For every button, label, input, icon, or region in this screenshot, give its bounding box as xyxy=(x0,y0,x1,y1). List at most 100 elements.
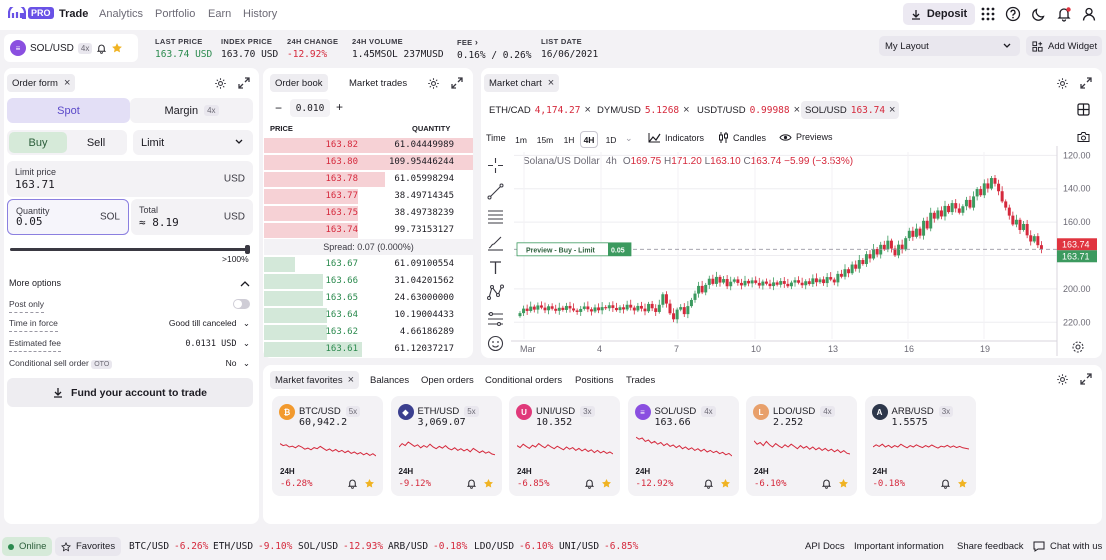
share-feedback-link[interactable]: Share feedback xyxy=(957,541,1024,552)
order-book-bid-row[interactable]: 163.65 24.63000000 xyxy=(264,290,473,306)
chart-pair-tab-usdt-usd[interactable]: USDT/USD 0.99988 × xyxy=(693,101,804,119)
market-card[interactable]: L LDO/USD 4x 2.252 24H -6.10% xyxy=(746,396,857,496)
expand-icon[interactable] xyxy=(1080,373,1092,385)
status-ticker[interactable]: BTC/USD -6.26% xyxy=(129,541,208,552)
nav-link-history[interactable]: History xyxy=(243,8,278,20)
tab-market-chart[interactable]: Market chart × xyxy=(484,74,560,92)
expand-icon[interactable] xyxy=(1080,77,1092,89)
tab-positions[interactable]: Positions xyxy=(570,371,619,389)
total-field[interactable]: Total ≈ 8.19 USD xyxy=(131,199,253,235)
favorite-star-icon[interactable] xyxy=(601,478,612,489)
estimated-fee-value[interactable]: 0.0131 USD ⌄ xyxy=(185,338,250,349)
stat-fee[interactable]: FEE › 0.16% / 0.26% xyxy=(457,37,531,61)
tab-order-book[interactable]: Order book xyxy=(270,74,328,92)
tab-market-favorites[interactable]: Market favorites × xyxy=(270,371,360,389)
margin-tab[interactable]: Margin 4x xyxy=(130,98,253,123)
close-icon[interactable]: × xyxy=(793,104,801,116)
price-alert-bell-icon[interactable] xyxy=(821,478,832,489)
indicators-button[interactable]: Indicators xyxy=(648,132,704,143)
timeframe-1d[interactable]: 1D xyxy=(605,134,617,145)
favorite-star-icon[interactable] xyxy=(957,478,968,489)
tab-conditional-orders[interactable]: Conditional orders xyxy=(480,371,567,389)
tab-market-trades[interactable]: Market trades xyxy=(344,74,412,92)
timeframe-1m[interactable]: 1m xyxy=(515,134,527,145)
crosshair-icon[interactable] xyxy=(487,157,504,174)
favorite-star-icon[interactable] xyxy=(111,42,123,54)
preview-order-label[interactable]: Preview - Buy - Limit 0.05 xyxy=(516,242,632,257)
quantity-field[interactable]: Quantity 0.05 SOL xyxy=(7,199,129,235)
timeframe-15m[interactable]: 15m xyxy=(536,134,554,145)
trend-line-icon[interactable] xyxy=(487,183,504,200)
pair-selector[interactable]: ≡ SOL/USD 4x xyxy=(4,34,138,62)
order-book-ask-row[interactable]: 163.75 38.49738239 xyxy=(264,205,473,221)
order-book-ask-row[interactable]: 163.77 38.49714345 xyxy=(264,188,473,204)
close-icon[interactable]: × xyxy=(63,77,71,89)
order-book-ask-row[interactable]: 163.82 61.04449989 xyxy=(264,137,473,153)
order-book-bid-row[interactable]: 163.61 61.12037217 xyxy=(264,341,473,357)
previews-button[interactable]: Previews xyxy=(779,132,833,142)
nav-link-portfolio[interactable]: Portfolio xyxy=(155,8,196,20)
post-only-toggle[interactable] xyxy=(233,299,250,309)
chart-settings-gear-icon[interactable] xyxy=(1072,341,1084,353)
horizontal-lines-icon[interactable] xyxy=(487,208,504,225)
important-information-link[interactable]: Important information xyxy=(854,541,944,552)
amount-slider[interactable] xyxy=(10,245,250,254)
time-in-force-select[interactable]: Good till canceled ⌄ xyxy=(168,318,250,328)
timeframe-dropdown[interactable]: ⌄ xyxy=(625,133,633,143)
more-options-toggle[interactable]: More options xyxy=(9,278,250,292)
api-docs-link[interactable]: API Docs xyxy=(805,541,845,552)
notifications-bell-icon[interactable] xyxy=(1056,6,1072,22)
nav-link-trade[interactable]: Trade xyxy=(59,8,89,20)
settings-gear-icon[interactable] xyxy=(1056,77,1069,90)
favorite-star-icon[interactable] xyxy=(483,478,494,489)
chart-pair-tab-eth-cad[interactable]: ETH/CAD 4,174.27 × xyxy=(485,101,595,119)
close-icon[interactable]: × xyxy=(547,77,555,89)
price-alert-bell-icon[interactable] xyxy=(940,478,951,489)
price-alert-bell-icon[interactable] xyxy=(96,43,107,54)
layout-select[interactable]: My Layout xyxy=(879,36,1020,56)
market-card[interactable]: ≡ SOL/USD 4x 163.66 24H -12.92% xyxy=(627,396,739,496)
buy-button[interactable]: Buy xyxy=(9,132,67,153)
market-card[interactable]: ◆ ETH/USD 5x 3,069.07 24H -9.12% xyxy=(390,396,502,496)
price-alert-bell-icon[interactable] xyxy=(703,478,714,489)
dark-mode-icon[interactable] xyxy=(1031,6,1047,22)
sell-button[interactable]: Sell xyxy=(86,136,106,149)
settings-gear-icon[interactable] xyxy=(427,77,440,90)
status-ticker[interactable]: UNI/USD -6.85% xyxy=(559,541,638,552)
close-icon[interactable]: × xyxy=(347,374,355,386)
nav-link-earn[interactable]: Earn xyxy=(208,8,232,20)
camera-icon[interactable] xyxy=(1077,131,1090,143)
help-icon[interactable] xyxy=(1005,6,1021,22)
expand-icon[interactable] xyxy=(238,77,250,89)
order-book-ask-row[interactable]: 163.74 99.73153127 xyxy=(264,222,473,238)
price-alert-bell-icon[interactable] xyxy=(584,478,595,489)
market-card[interactable]: A ARB/USD 3x 1.5575 24H -0.18% xyxy=(864,396,976,496)
deposit-button[interactable]: Deposit xyxy=(903,3,975,25)
favorite-star-icon[interactable] xyxy=(364,478,375,489)
increase-tick-button[interactable]: + xyxy=(336,100,344,114)
order-book-ask-row[interactable]: 163.78 61.05998294 xyxy=(264,171,473,187)
online-status[interactable]: Online xyxy=(2,537,53,556)
tick-size-value[interactable]: 0.010 xyxy=(290,99,330,117)
market-card[interactable]: ₿ BTC/USD 5x 60,942.2 24H -6.28% xyxy=(272,396,383,496)
order-book-ask-row[interactable]: 163.80 109.95446244 xyxy=(264,154,473,170)
fib-tool-icon[interactable] xyxy=(487,310,504,327)
brush-icon[interactable] xyxy=(487,234,504,251)
limit-price-field[interactable]: Limit price 163.71 USD xyxy=(7,161,253,197)
candlestick-chart[interactable]: 220.00200.00180.00160.00140.00120.00Mar4… xyxy=(511,146,1103,356)
spot-tab[interactable]: Spot xyxy=(7,98,130,123)
settings-gear-icon[interactable] xyxy=(1056,373,1069,386)
tab-open-orders[interactable]: Open orders xyxy=(416,371,479,389)
timeframe-4h[interactable]: 4H xyxy=(580,131,598,148)
conditional-sell-select[interactable]: No ⌄ xyxy=(225,358,250,368)
emoji-icon[interactable] xyxy=(487,335,504,352)
layout-grid-icon[interactable] xyxy=(1077,103,1090,116)
account-icon[interactable] xyxy=(1081,6,1097,22)
chart-pair-tab-sol-usd[interactable]: SOL/USD 163.74 × xyxy=(801,101,900,119)
text-tool-icon[interactable] xyxy=(487,259,504,276)
price-alert-bell-icon[interactable] xyxy=(466,478,477,489)
order-book-bid-row[interactable]: 163.67 61.09100554 xyxy=(264,256,473,272)
decrease-tick-button[interactable]: − xyxy=(275,101,283,115)
order-type-select[interactable]: Limit xyxy=(133,130,253,155)
chart-pair-tab-dym-usd[interactable]: DYM/USD 5.1268 × xyxy=(593,101,694,119)
